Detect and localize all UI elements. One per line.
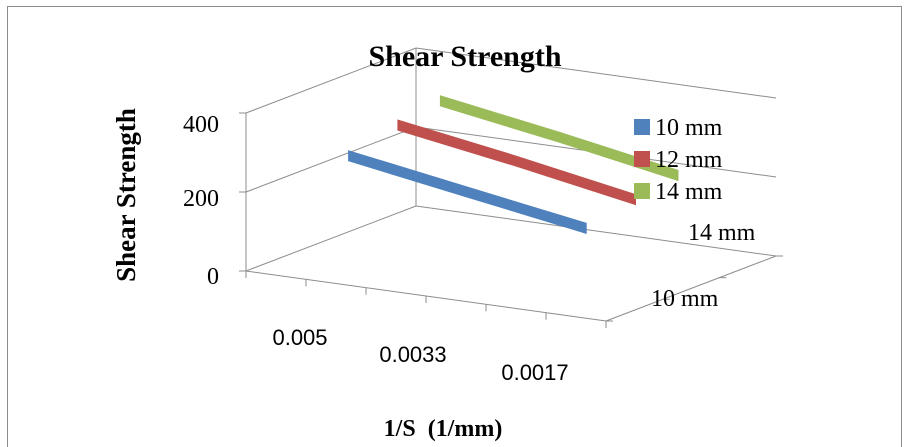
legend-label-12mm: 12 mm — [655, 147, 723, 173]
y-tick-label-0: 0 — [207, 264, 219, 290]
legend-label-10mm: 10 mm — [655, 115, 723, 141]
y-tick-label-200: 200 — [183, 186, 219, 212]
back-wall-gridline-1 — [415, 47, 777, 99]
back-wall-bottom-edge — [415, 205, 777, 257]
floor-left-edge — [245, 205, 417, 272]
x-tick-label-2: 0.0017 — [501, 360, 568, 385]
chart-title: Shear Strength — [368, 40, 561, 73]
chart-frame — [7, 6, 902, 447]
series-ribbon-12mm — [397, 119, 636, 206]
x-axis-label: 1/S (1/mm) — [384, 416, 503, 442]
y-axis-label: Shear Strength — [111, 108, 141, 282]
depth-tick-label-14mm: 14 mm — [688, 220, 756, 246]
side-wall-gridline-0 — [245, 126, 417, 193]
series-ribbon-14mm — [439, 95, 679, 182]
legend-label-14mm: 14 mm — [655, 179, 723, 205]
series-ribbon-10mm — [348, 150, 587, 234]
legend: 10 mm 12 mm 14 mm — [634, 115, 723, 205]
legend-swatch-12mm — [634, 151, 650, 167]
y-tick-label-400: 400 — [183, 112, 219, 138]
chart-walls — [239, 47, 783, 328]
x-tick-label-1: 0.0033 — [379, 342, 446, 367]
depth-tick-label-10mm: 10 mm — [651, 286, 719, 312]
chart-ribbons — [348, 95, 679, 234]
legend-swatch-10mm — [634, 119, 650, 135]
floor-right-edge — [605, 255, 777, 322]
legend-swatch-14mm — [634, 183, 650, 199]
x-tick-label-0: 0.005 — [272, 325, 327, 350]
side-wall-gridline-1 — [245, 47, 417, 114]
